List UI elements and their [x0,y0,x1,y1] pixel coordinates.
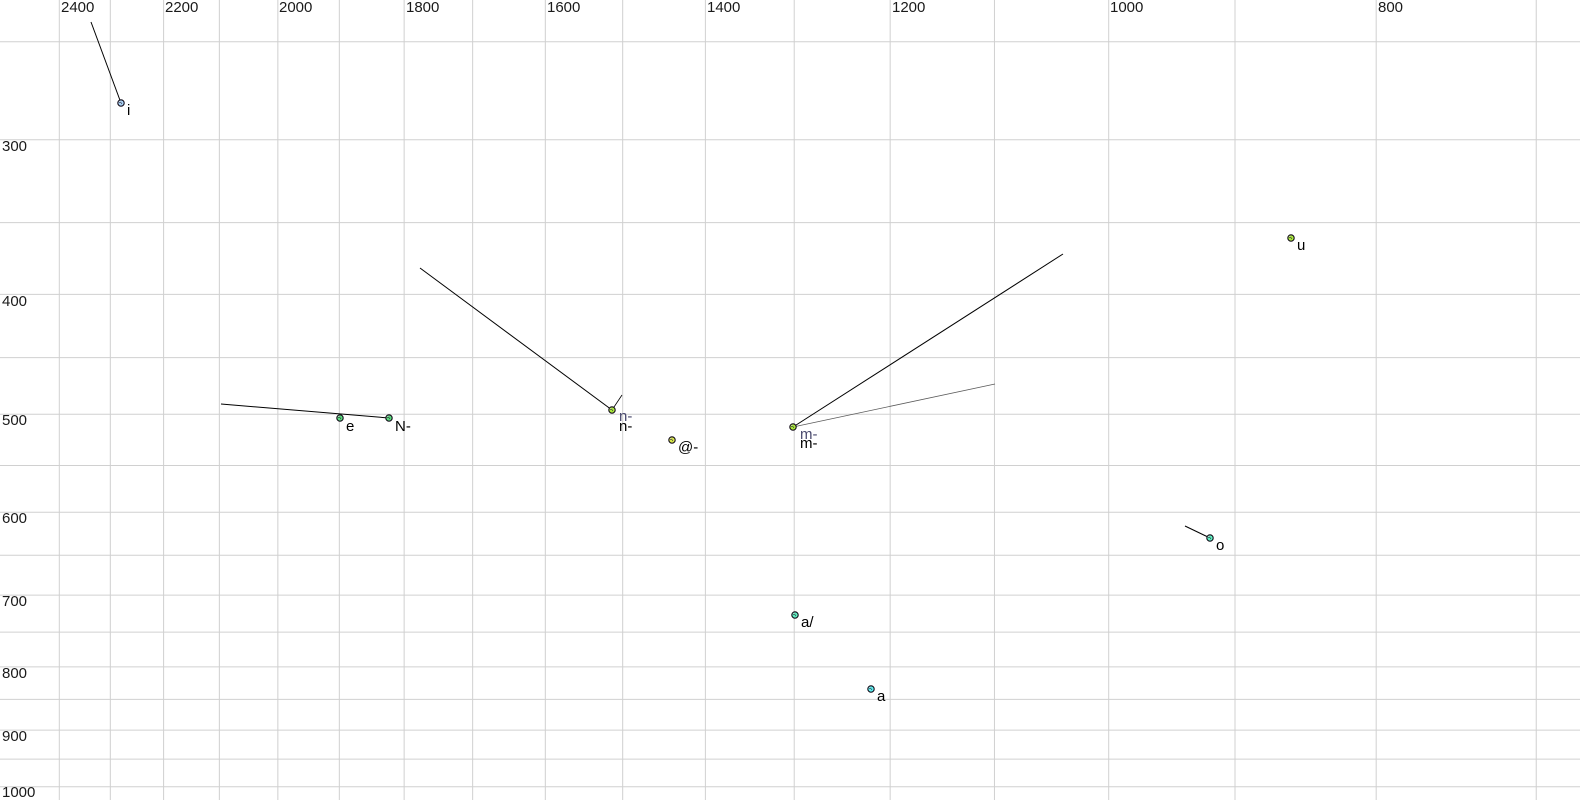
svg-text:@-: @- [678,439,698,456]
svg-text:600: 600 [2,510,27,527]
svg-text:a: a [877,688,886,705]
svg-text:1800: 1800 [406,0,439,16]
svg-text:300: 300 [2,138,27,155]
svg-text:2200: 2200 [165,0,198,16]
svg-text:1200: 1200 [892,0,925,16]
svg-text:900: 900 [2,728,27,745]
svg-text:a/: a/ [801,614,814,631]
svg-text:1600: 1600 [547,0,580,16]
svg-text:u: u [1297,237,1305,254]
svg-text:700: 700 [2,593,27,610]
svg-text:2400: 2400 [61,0,94,16]
svg-text:1000: 1000 [2,784,35,800]
svg-text:m-: m- [800,426,818,443]
svg-text:o: o [1216,537,1224,554]
svg-text:1000: 1000 [1110,0,1143,16]
svg-text:N-: N- [395,418,411,435]
svg-text:800: 800 [1378,0,1403,16]
svg-text:i: i [127,102,130,119]
svg-text:500: 500 [2,412,27,429]
svg-text:n-: n- [619,408,632,425]
svg-text:2000: 2000 [279,0,312,16]
svg-text:400: 400 [2,293,27,310]
svg-text:1400: 1400 [707,0,740,16]
svg-text:800: 800 [2,665,27,682]
svg-text:e: e [346,418,354,435]
